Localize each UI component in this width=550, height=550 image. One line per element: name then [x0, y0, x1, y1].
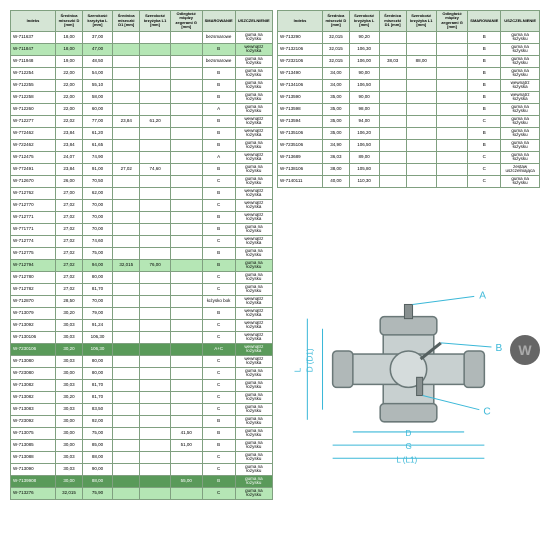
table-row: W-72246223,8461,65Bguma na łożysku [11, 139, 273, 151]
table-row: W-723010630,20106,30A+Cwewnątrz łożyska [11, 343, 273, 355]
column-header: Indeks [278, 11, 323, 32]
label-a: A [479, 290, 486, 301]
table-row: W-71194819,0048,50bezsmaroweguma na łoży… [11, 55, 273, 67]
table-row: W-71327632,01575,90Cguma na łożysku [11, 487, 273, 499]
table-row: W-71308230,2081,70Cguma na łożysku [11, 391, 273, 403]
table-row: W-71308830,0388,00Cguma na łożysku [11, 451, 273, 463]
table-row: W-71278027,0280,00Cguma na łożysku [11, 271, 273, 283]
table-row: W-71277427,0274,60Cwewnątrz łożyska [11, 235, 273, 247]
right-table: IndeksŚrednica miseczki D [mm]Szerokość … [277, 10, 540, 188]
table-row: W-71359835,0098,00Bguma na łożysku [278, 103, 540, 115]
svg-text:L (L1): L (L1) [396, 455, 417, 464]
label-c: C [483, 406, 490, 417]
table-row: W-713410634,00106,50Bwewnątrz łożyska [278, 79, 540, 91]
table-row: W-77177127,0270,00Bguma na łożysku [11, 223, 273, 235]
table-row: W-71308030,0380,00Cwewnątrz łożyska [11, 355, 273, 367]
column-header: Średnica miseczki D1 [mm] [113, 11, 140, 32]
table-row: W-71279427,0294,0032,01576,00Bguma na ło… [11, 259, 273, 271]
table-row: W-71277127,0270,00Bwewnątrz łożyska [11, 211, 273, 223]
table-row: W-71225522,0055,10Bguma na łożysku [11, 79, 273, 91]
table-row: W-71247524,0774,90Awewnątrz łożyska [11, 151, 273, 163]
table-row: W-71307530,0075,0041,50Bguma na łożysku [11, 427, 273, 439]
column-header: Średnica miseczki D [mm] [56, 11, 83, 32]
table-row: W-72308030,0080,00Cguma na łożysku [11, 367, 273, 379]
table-row: W-71309230,0391,24Cwewnątrz łożyska [11, 319, 273, 331]
table-row: W-71226022,0060,00Aguma na łożysku [11, 103, 273, 115]
table-row: W-71309030,0390,00Cguma na łożysku [11, 463, 273, 475]
column-header: USZCZELNIENIE [501, 11, 540, 32]
table-row: W-71277027,0270,00Cwewnątrz łożyska [11, 199, 273, 211]
column-header: Średnica miseczki D1 [mm] [379, 11, 406, 32]
table-row: W-71349034,0090,00Bguma na łożysku [278, 67, 540, 79]
table-row: W-77249123,8491,0027,0274,60Bguma na łoż… [11, 163, 273, 175]
table-row: W-71308230,0381,70Cguma na łożysku [11, 379, 273, 391]
column-header: Szerokość krzyżyka L1 [mm] [140, 11, 170, 32]
column-header: Odległość między zegerami G [mm] [436, 11, 468, 32]
table-row: W-71225822,0058,00Bguma na łożysku [11, 91, 273, 103]
table-row: W-713990830,0088,0055,00Bguma na łożysku [11, 475, 273, 487]
table-row: W-71277527,0275,00Bguma na łożysku [11, 247, 273, 259]
table-row: W-71307930,2079,00Bwewnątrz łożyska [11, 307, 273, 319]
table-row: W-71287028,5070,00łożysko bokwewnątrz ło… [11, 295, 273, 307]
column-header: SMAROWANIE [468, 11, 501, 32]
table-row: W-71359435,0094,00Cguma na łożysku [278, 115, 540, 127]
table-row: W-723510634,90106,50Bguma na łożysku [278, 139, 540, 151]
column-header: Szerokość krzyżyka L1 [mm] [406, 11, 436, 32]
column-header: Szerokość krzyżyka L [mm] [83, 11, 113, 32]
table-row: W-71225422,0054,00Bguma na łożysku [11, 67, 273, 79]
column-header: Indeks [11, 11, 56, 32]
cross-joint-diagram: A B C D G L (L1) D (D1) L W [277, 198, 540, 540]
table-row: W-713810638,00105,80Czestaw uszczelniają… [278, 163, 540, 175]
svg-text:G: G [405, 442, 411, 451]
column-header: Średnica miseczki D [mm] [323, 11, 350, 32]
table-row: W-71184718,0047,00Bwewnątrz łożyska [11, 43, 273, 55]
table-row: W-71163718,0037,00bezsmaroweguma na łoży… [11, 31, 273, 43]
table-row: W-713510635,00106,20Bguma na łożysku [278, 127, 540, 139]
table-row: W-713210632,015106,30Bguma na łożysku [278, 43, 540, 55]
table-row: W-71227722,0277,0023,8461,20Bwewnątrz ło… [11, 115, 273, 127]
table-row: W-71359035,0090,00Bwewnątrz łożyska [278, 91, 540, 103]
table-row: W-72309230,0092,00Bguma na łożysku [11, 415, 273, 427]
table-row: W-71267026,0070,50Cguma na łożysku [11, 175, 273, 187]
table-row: W-71308330,0383,50Cguma na łożysku [11, 403, 273, 415]
table-row: W-71329032,01590,20Bguma na łożysku [278, 31, 540, 43]
table-row: W-71368936,0389,00Cguma na łożysku [278, 151, 540, 163]
left-table: IndeksŚrednica miseczki D [mm]Szerokość … [10, 10, 273, 500]
table-row: W-71308530,0085,0051,00Bguma na łożysku [11, 439, 273, 451]
column-header: USZCZELNIENIE [235, 11, 272, 32]
svg-text:D (D1): D (D1) [305, 348, 314, 372]
table-row: W-714011140,00110,30Cguma na łożysku [278, 175, 540, 187]
column-header: SMAROWANIE [202, 11, 235, 32]
label-b: B [495, 343, 502, 354]
svg-text:D: D [405, 429, 411, 438]
table-row: W-713010630,03106,30Cwewnątrz łożyska [11, 331, 273, 343]
column-header: Szerokość krzyżyka L [mm] [349, 11, 379, 32]
table-row: W-723210632,015106,0038,0388,00Bguma na … [278, 55, 540, 67]
table-row: W-71278227,0281,70Cguma na łożysku [11, 283, 273, 295]
svg-text:L: L [293, 367, 302, 372]
table-row: W-77246223,8461,20Bwewnątrz łożyska [11, 127, 273, 139]
table-row: W-71276227,0062,00Bwewnątrz łożyska [11, 187, 273, 199]
column-header: Odległość między zegerami G [mm] [170, 11, 202, 32]
logo-badge: W [510, 335, 540, 365]
